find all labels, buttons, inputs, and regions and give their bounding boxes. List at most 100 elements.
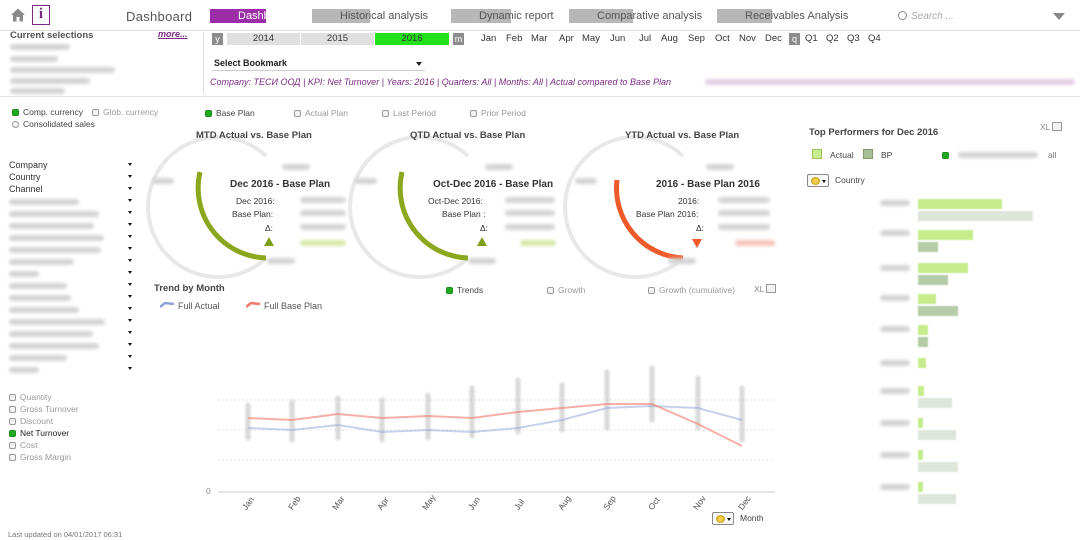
gauge-mtd-track <box>146 135 268 279</box>
measure-gross-turnover[interactable]: Gross Turnover <box>9 404 79 414</box>
comp-currency-option[interactable]: Comp. currency <box>12 107 83 117</box>
month-feb[interactable]: Feb <box>506 33 523 44</box>
chevron-down-icon[interactable] <box>128 355 132 358</box>
cycle-dimension-button[interactable] <box>712 512 734 525</box>
gauge-mtd-arc <box>195 171 267 261</box>
month-dec[interactable]: Dec <box>765 33 782 44</box>
chevron-down-icon[interactable] <box>128 331 132 334</box>
dimension-item[interactable] <box>9 307 79 313</box>
tab-historical-analysis[interactable]: Historical analysis <box>312 9 447 23</box>
dimension-item[interactable] <box>9 247 101 253</box>
quarter-q3[interactable]: Q3 <box>847 33 860 44</box>
chevron-down-icon[interactable] <box>128 307 132 310</box>
chevron-down-icon[interactable] <box>128 163 132 166</box>
dimension-item[interactable] <box>9 283 67 289</box>
chevron-down-icon[interactable] <box>128 319 132 322</box>
consolidated-sales-option[interactable]: Consolidated sales <box>12 119 95 129</box>
bar-actual <box>918 199 1002 209</box>
chevron-down-icon[interactable] <box>128 283 132 286</box>
chevron-down-icon[interactable] <box>128 187 132 190</box>
chevron-down-icon[interactable] <box>128 247 132 250</box>
dimension-item[interactable] <box>9 211 99 217</box>
chevron-down-icon[interactable] <box>128 175 132 178</box>
tab-dynamic-report[interactable]: Dynamic report <box>451 9 566 23</box>
measure-gross-margin[interactable]: Gross Margin <box>9 452 71 462</box>
all-option[interactable]: all <box>1048 150 1057 160</box>
dimension-item[interactable] <box>9 367 39 373</box>
month-oct[interactable]: Oct <box>715 33 730 44</box>
chevron-down-icon[interactable] <box>128 343 132 346</box>
measure-quantity[interactable]: Quantity <box>9 392 52 402</box>
export-xl-button[interactable]: XL <box>1040 122 1063 132</box>
measure-discount[interactable]: Discount <box>9 416 53 426</box>
dimension-item[interactable] <box>9 295 71 301</box>
quarter-q1[interactable]: Q1 <box>805 33 818 44</box>
month-mar[interactable]: Mar <box>531 33 548 44</box>
chevron-down-icon[interactable] <box>416 62 422 66</box>
chevron-down-icon[interactable] <box>128 199 132 202</box>
measure-cost[interactable]: Cost <box>9 440 37 450</box>
cycle-dimension-button[interactable] <box>807 174 829 187</box>
glob-currency-option[interactable]: Glob. currency <box>92 107 158 117</box>
measure-net-turnover[interactable]: Net Turnover <box>9 428 69 438</box>
filter-options[interactable] <box>958 152 1038 158</box>
growth-option[interactable]: Growth <box>547 285 585 295</box>
country-label <box>880 265 910 271</box>
year-2014[interactable]: 2014 <box>227 33 300 45</box>
month-apr[interactable]: Apr <box>559 33 574 44</box>
base-plan-option[interactable]: Base Plan <box>205 108 255 118</box>
month-may[interactable]: May <box>582 33 600 44</box>
growth-cumulative-option[interactable]: Growth (cumulative) <box>648 285 735 295</box>
dimension-item[interactable] <box>9 223 94 229</box>
month-aug[interactable]: Aug <box>661 33 678 44</box>
dimension-item[interactable] <box>9 271 39 277</box>
dimension-channel[interactable]: Channel <box>9 184 43 194</box>
dimension-item[interactable] <box>9 199 79 205</box>
home-icon[interactable] <box>10 7 26 23</box>
month-jan[interactable]: Jan <box>481 33 497 44</box>
search-input[interactable]: Search ... <box>898 10 1048 22</box>
actual-plan-option[interactable]: Actual Plan <box>294 108 348 118</box>
chevron-down-icon[interactable] <box>128 223 132 226</box>
bookmark-dropdown[interactable] <box>212 55 425 71</box>
chevron-down-icon[interactable] <box>128 235 132 238</box>
dimension-item[interactable] <box>9 235 104 241</box>
chevron-down-icon[interactable] <box>128 295 132 298</box>
gauge-qtd-scale <box>355 178 377 184</box>
quarter-q4[interactable]: Q4 <box>868 33 881 44</box>
more-link[interactable]: more... <box>158 29 188 39</box>
dimension-item[interactable] <box>9 355 67 361</box>
search-icon <box>898 11 907 20</box>
month-jul[interactable]: Jul <box>639 33 652 44</box>
dimension-country[interactable]: Country <box>9 172 41 182</box>
dimension-item[interactable] <box>9 259 74 265</box>
dimension-item[interactable] <box>9 343 99 349</box>
quarter-q2[interactable]: Q2 <box>826 33 839 44</box>
trends-option[interactable]: Trends <box>446 285 483 295</box>
month-jun[interactable]: Jun <box>610 33 626 44</box>
prior-period-option[interactable]: Prior Period <box>470 108 526 118</box>
chevron-down-icon[interactable] <box>128 211 132 214</box>
bookmark-label: Select Bookmark <box>214 58 288 68</box>
year-2016[interactable]: 2016 <box>375 33 449 45</box>
chevron-down-icon[interactable] <box>128 367 132 370</box>
dimension-company[interactable]: Company <box>9 160 48 170</box>
info-icon[interactable]: i <box>32 5 50 25</box>
legend-full-actual: Full Actual <box>159 300 220 311</box>
chevron-down-icon[interactable] <box>1053 13 1065 20</box>
dimension-item[interactable] <box>9 331 93 337</box>
tab-comparative-analysis[interactable]: Comparative analysis <box>569 9 714 23</box>
month-nov[interactable]: Nov <box>739 33 756 44</box>
filter-option[interactable] <box>942 150 953 160</box>
export-xl-button[interactable]: XL <box>754 284 777 294</box>
month-sep[interactable]: Sep <box>688 33 705 44</box>
chevron-down-icon[interactable] <box>128 271 132 274</box>
gauge-mtd-heading: Dec 2016 - Base Plan <box>230 179 331 190</box>
tab-dashboard[interactable]: Dashboard <box>210 9 310 23</box>
tab-receivables-analysis[interactable]: Receivables Analysis <box>717 9 848 23</box>
gauge-ytd-track <box>563 135 685 279</box>
chevron-down-icon[interactable] <box>128 259 132 262</box>
last-period-option[interactable]: Last Period <box>382 108 436 118</box>
dimension-item[interactable] <box>9 319 105 325</box>
year-2015[interactable]: 2015 <box>301 33 374 45</box>
